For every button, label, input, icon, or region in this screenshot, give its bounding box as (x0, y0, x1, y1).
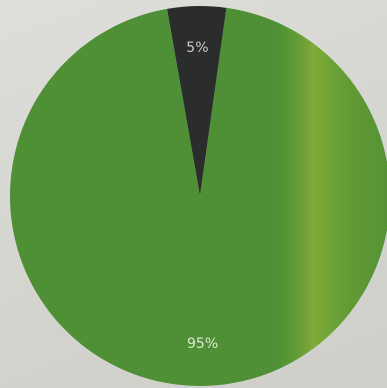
pie-sheen (10, 6, 387, 386)
slice-label-5: 5% (186, 40, 208, 56)
slice-label-95: 95% (187, 336, 218, 352)
